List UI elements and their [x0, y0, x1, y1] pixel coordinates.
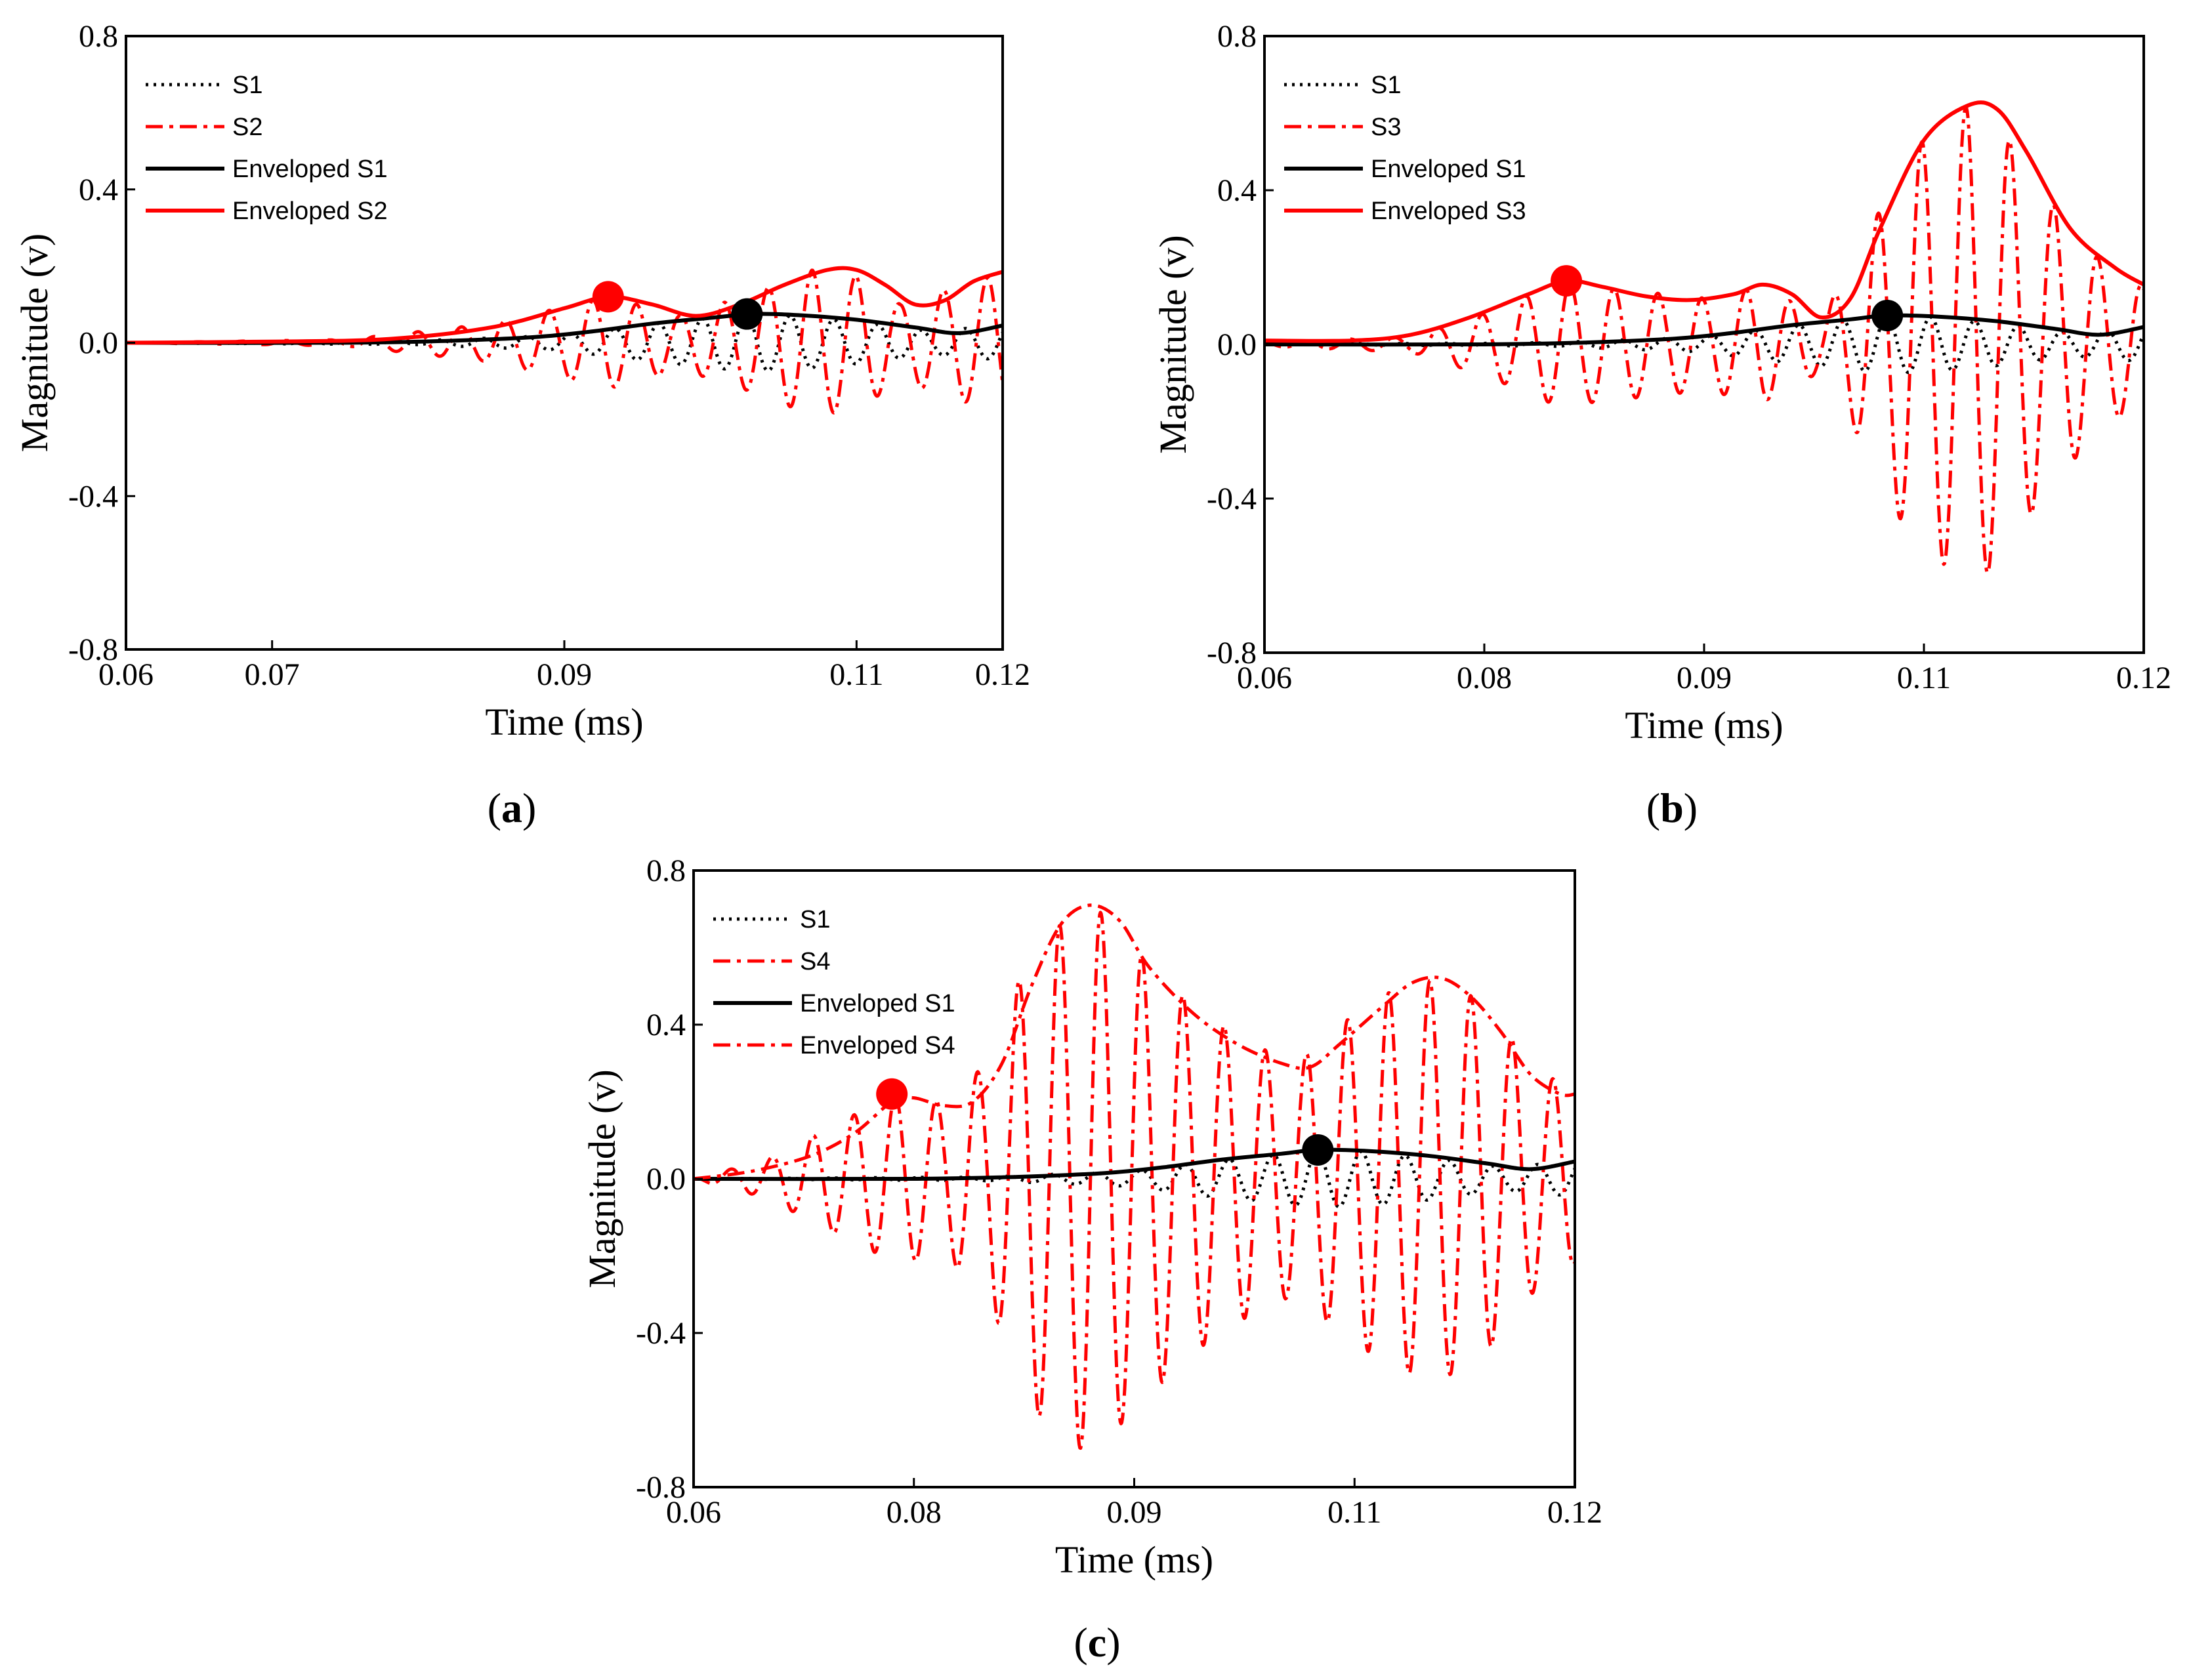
y-tick-label: 0.4 — [646, 1008, 686, 1042]
y-tick-label: -0.4 — [1207, 481, 1257, 516]
x-tick-label: 0.06 — [666, 1495, 721, 1530]
black-marker — [731, 298, 763, 330]
panel-label-b: (b) — [1646, 785, 1698, 831]
plot-area — [126, 266, 1003, 415]
axis-ticks: 0.06 0.08 0.09 0.11 0.12 0.8 0.4 0.0 -0.4 -0.8 — [636, 853, 1602, 1530]
x-tick-label: 0.08 — [1457, 661, 1512, 695]
series-line-enveloped-s2 — [126, 266, 1003, 345]
plot-area — [694, 903, 1575, 1450]
chart-panel-c: Time (ms) Magnitude (v) S1 S4 Enveloped S1… — [581, 853, 1602, 1581]
y-tick-label: -0.8 — [636, 1470, 686, 1505]
legend-label: S1 — [800, 906, 830, 933]
y-tick-label: 0.4 — [79, 173, 118, 207]
legend-label: S3 — [1371, 113, 1401, 141]
legend-label: Enveloped S2 — [232, 197, 388, 225]
black-marker — [1871, 299, 1904, 331]
x-axis-title: Time (ms) — [1055, 1538, 1213, 1581]
x-tick-label: 0.12 — [2116, 661, 2171, 695]
y-tick-label: 0.8 — [1217, 19, 1257, 54]
axis-ticks: 0.06 0.07 0.09 0.11 0.12 0.8 0.4 0.0 -0.4 -0.8 — [68, 19, 1030, 692]
series-line-enveloped-s3 — [1264, 100, 2144, 343]
legend-label: S2 — [232, 113, 262, 141]
y-tick-label: 0.0 — [1217, 327, 1257, 362]
legend-label: Enveloped S1 — [232, 155, 388, 183]
red-marker — [592, 281, 624, 313]
y-axis-title: Magnitude (v) — [581, 1069, 623, 1288]
legend-label: S1 — [1371, 72, 1401, 99]
plot-area — [1264, 100, 2144, 575]
chart-panel-b: Time (ms) Magnitude (v) S1 S3 Enveloped S1… — [1152, 19, 2171, 747]
panel-label-c: (c) — [1074, 1619, 1120, 1666]
y-tick-label: 0.0 — [79, 326, 118, 361]
x-tick-label: 0.12 — [1547, 1495, 1602, 1530]
x-tick-label: 0.11 — [1327, 1495, 1381, 1530]
legend-label: S4 — [800, 948, 830, 975]
legend: S1 S4 Enveloped S1 Enveloped S4 — [713, 906, 955, 1059]
axis-ticks: 0.06 0.08 0.09 0.11 0.12 0.8 0.4 0.0 -0.4 -0.8 — [1207, 19, 2171, 695]
chart-panel-a: Time (ms) Magnitude (v) S1 S2 Enveloped S1… — [13, 19, 1030, 743]
red-marker — [1551, 265, 1583, 297]
y-tick-label: 0.4 — [1217, 173, 1257, 208]
series-line-s1 — [1264, 314, 2144, 375]
x-tick-label: 0.11 — [1897, 661, 1951, 695]
y-tick-label: 0.8 — [79, 19, 118, 54]
red-marker — [876, 1078, 908, 1110]
y-tick-label: 0.8 — [646, 853, 686, 888]
x-tick-label: 0.09 — [1107, 1495, 1162, 1530]
legend-label: S1 — [232, 72, 262, 99]
x-tick-label: 0.11 — [829, 657, 883, 692]
x-tick-label: 0.07 — [245, 657, 300, 692]
y-tick-label: 0.0 — [646, 1162, 686, 1197]
legend: S1 S3 Enveloped S1 Enveloped S3 — [1284, 72, 1526, 225]
y-tick-label: -0.8 — [68, 632, 118, 667]
x-tick-label: 0.09 — [1677, 661, 1732, 695]
legend: S1 S2 Enveloped S1 Enveloped S2 — [146, 72, 388, 225]
panel-label-a: (a) — [488, 785, 537, 831]
legend-label: Enveloped S4 — [800, 1032, 955, 1059]
black-marker — [1302, 1134, 1334, 1166]
series-line-s1 — [126, 313, 1003, 373]
x-tick-label: 0.06 — [98, 657, 154, 692]
series-line-enveloped-s1 — [1264, 313, 2144, 347]
series-line-s4 — [694, 911, 1575, 1450]
y-tick-label: -0.4 — [636, 1316, 686, 1351]
series-line-enveloped-s1 — [126, 312, 1003, 345]
x-axis-title: Time (ms) — [1625, 704, 1783, 747]
y-tick-label: -0.4 — [68, 479, 118, 514]
y-axis-title: Magnitude (v) — [1152, 235, 1194, 453]
x-tick-label: 0.12 — [975, 657, 1030, 692]
y-tick-label: -0.8 — [1207, 636, 1257, 670]
x-tick-label: 0.08 — [887, 1495, 942, 1530]
series-line-enveloped-s1 — [694, 1147, 1575, 1181]
x-tick-label: 0.06 — [1237, 661, 1292, 695]
legend-label: Enveloped S1 — [1371, 155, 1526, 183]
legend-label: Enveloped S1 — [800, 990, 955, 1017]
y-axis-title: Magnitude (v) — [13, 234, 56, 452]
legend-label: Enveloped S3 — [1371, 197, 1526, 225]
x-axis-title: Time (ms) — [485, 701, 643, 743]
x-tick-label: 0.09 — [537, 657, 592, 692]
